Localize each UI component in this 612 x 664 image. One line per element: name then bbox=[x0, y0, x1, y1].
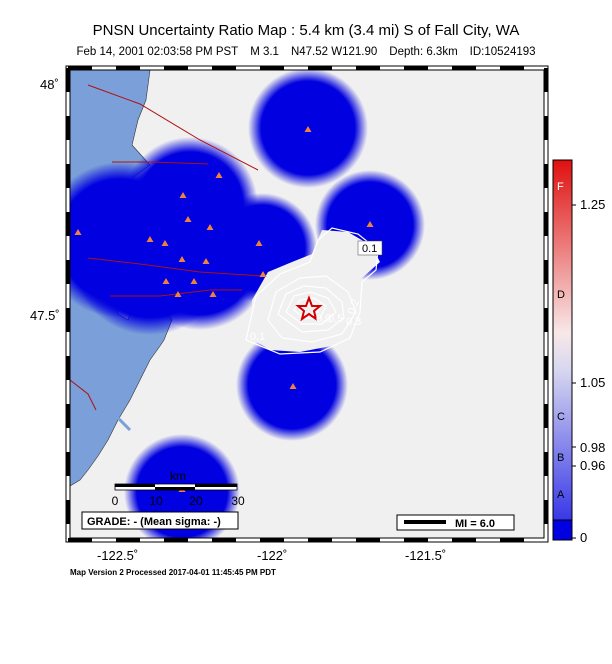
scale-tick: 20 bbox=[189, 494, 203, 508]
lat-tick-label: 48˚ bbox=[40, 77, 59, 92]
colorbar-value: 1.05 bbox=[580, 375, 606, 390]
station-marker bbox=[289, 383, 297, 389]
station-marker bbox=[146, 236, 154, 242]
station-marker bbox=[161, 240, 169, 246]
river-inlet bbox=[70, 378, 132, 432]
lon-tick-label: -122˚ bbox=[257, 548, 288, 563]
contour-label: 0.1 bbox=[362, 243, 377, 255]
mi-legend-text: MI = 6.0 bbox=[455, 518, 495, 530]
contour-label: 0.2 bbox=[346, 298, 363, 316]
grade-letter: C bbox=[557, 411, 565, 423]
event-depth: Depth: 6.3km bbox=[389, 46, 458, 58]
grade-letter: B bbox=[557, 452, 564, 464]
map-area bbox=[70, 70, 544, 538]
grade-letter: F bbox=[557, 181, 564, 193]
station-marker bbox=[174, 291, 182, 297]
grade-letter: D bbox=[557, 289, 565, 301]
scale-tick: 10 bbox=[149, 494, 163, 508]
map-frame bbox=[65, 65, 549, 543]
contour-label: 0.9 bbox=[316, 313, 331, 325]
station-marker bbox=[366, 221, 374, 227]
event-magnitude: M 3.1 bbox=[250, 46, 279, 58]
grade-letter: A bbox=[557, 489, 565, 501]
contour-label: 0.5 bbox=[328, 313, 343, 325]
lat-tick-label: 47.5˚ bbox=[30, 308, 60, 323]
lon-tick-label: -122.5˚ bbox=[97, 548, 139, 563]
colorbar-value: 0.96 bbox=[580, 458, 606, 473]
station-marker bbox=[304, 126, 312, 132]
contour-label: 0.1 bbox=[250, 331, 265, 343]
colorbar: F D C B A bbox=[552, 159, 576, 541]
fault-lines bbox=[70, 84, 263, 411]
station-marker bbox=[162, 278, 170, 284]
event-location: N47.52 W121.90 bbox=[290, 46, 378, 58]
event-id: ID:10524193 bbox=[469, 46, 536, 58]
station-marker bbox=[259, 271, 267, 277]
colorbar-value: 1.25 bbox=[580, 197, 606, 212]
station-marker bbox=[184, 216, 192, 222]
mi-legend: MI = 6.0 bbox=[396, 514, 515, 531]
low-uncertainty-area bbox=[250, 230, 380, 352]
station-marker bbox=[178, 256, 186, 262]
map-title: PNSN Uncertainty Ratio Map : 5.4 km (3.4… bbox=[92, 22, 520, 39]
scale-tick: 0 bbox=[112, 494, 119, 508]
event-info: Feb 14, 2001 02:03:58 PM PST M 3.1 N47.52 … bbox=[0, 46, 612, 58]
contour-label: 0.3 bbox=[346, 316, 361, 328]
scale-bar: km 0 10 20 30 bbox=[112, 469, 245, 508]
station-marker bbox=[209, 291, 217, 297]
colorbar-value: 0 bbox=[580, 530, 588, 545]
station-marker bbox=[206, 224, 214, 230]
station-marker bbox=[255, 240, 263, 246]
scale-tick: 30 bbox=[231, 494, 245, 508]
grade-box: GRADE: - (Mean sigma: -) bbox=[81, 511, 239, 530]
colorbar-value: 0.98 bbox=[580, 440, 606, 455]
map-version-footer: Map Version 2 Processed 2017-04-01 11:45… bbox=[70, 568, 276, 577]
lon-tick-label: -121.5˚ bbox=[405, 548, 447, 563]
station-marker bbox=[179, 192, 187, 198]
station-marker bbox=[74, 229, 82, 235]
station-marker bbox=[215, 172, 223, 178]
grade-text: GRADE: - (Mean sigma: -) bbox=[87, 516, 221, 528]
epicenter-star bbox=[295, 295, 323, 322]
station-marker bbox=[190, 278, 198, 284]
station-marker bbox=[202, 258, 210, 264]
contour-labels: 0.1 0.1 0.2 0.3 0.9 0.5 bbox=[250, 240, 383, 343]
scale-unit: km bbox=[170, 469, 186, 483]
seismic-stations bbox=[74, 126, 374, 492]
event-date: Feb 14, 2001 02:03:58 PM PST bbox=[76, 46, 239, 58]
